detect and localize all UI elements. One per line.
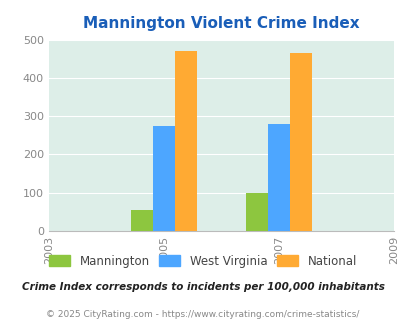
Text: © 2025 CityRating.com - https://www.cityrating.com/crime-statistics/: © 2025 CityRating.com - https://www.city… [46,310,359,319]
Bar [152,126,174,231]
Bar [174,51,196,231]
Bar [267,124,289,231]
Legend: Mannington, West Virginia, National: Mannington, West Virginia, National [44,250,361,273]
Text: Crime Index corresponds to incidents per 100,000 inhabitants: Crime Index corresponds to incidents per… [21,282,384,292]
Bar [289,53,311,231]
Bar [245,193,267,231]
Title: Mannington Violent Crime Index: Mannington Violent Crime Index [83,16,359,31]
Bar [131,210,152,231]
